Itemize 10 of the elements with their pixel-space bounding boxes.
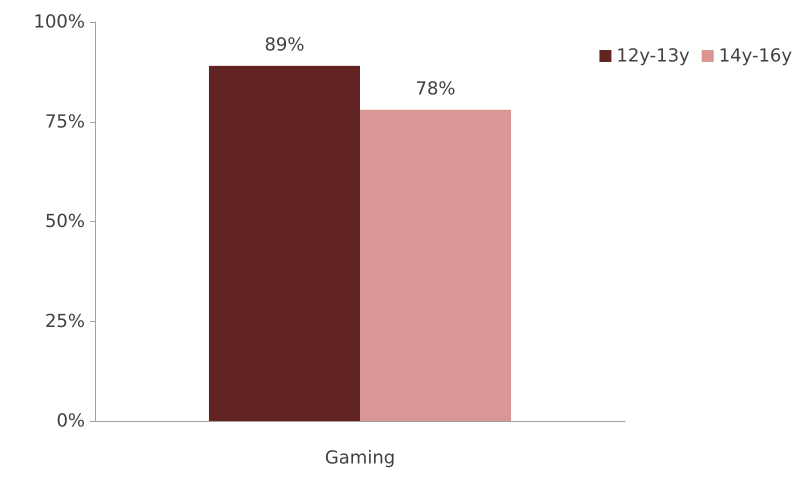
data-label: 78% bbox=[416, 78, 456, 100]
legend-label: 14y-16y bbox=[718, 46, 792, 66]
y-tick-label: 25% bbox=[44, 310, 85, 332]
legend-label: 12y-13y bbox=[616, 46, 690, 66]
x-tick-label: Gaming bbox=[324, 448, 396, 468]
y-tick-label: 75% bbox=[44, 111, 85, 132]
y-tick-label: 0% bbox=[56, 410, 85, 432]
y-tick-label: 100% bbox=[34, 12, 85, 32]
y-tick-label: 50% bbox=[44, 211, 85, 232]
data-label: 89% bbox=[264, 34, 304, 56]
